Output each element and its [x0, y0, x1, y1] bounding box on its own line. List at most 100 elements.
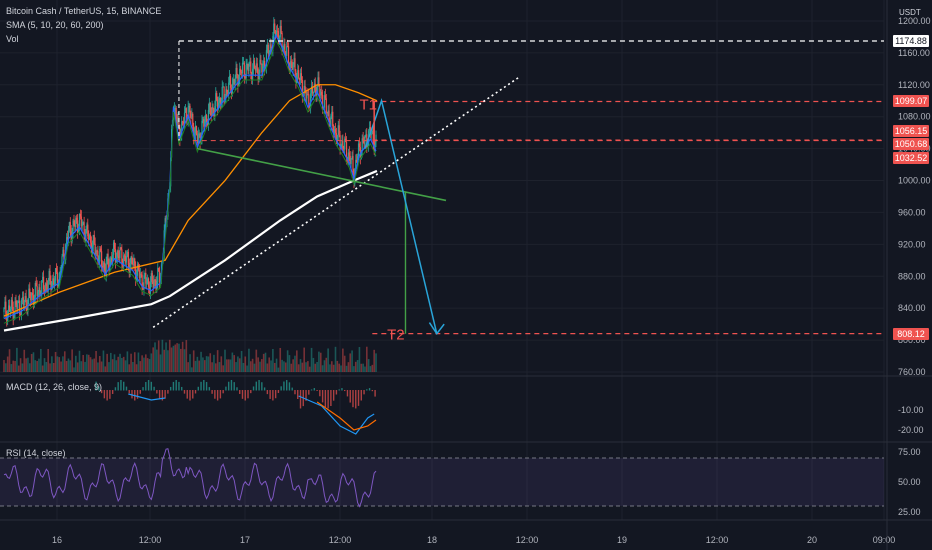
- candle-body: [250, 61, 252, 73]
- candle-body: [200, 137, 202, 144]
- volume-bar: [30, 353, 33, 372]
- volume-bar: [259, 361, 261, 372]
- macd-histogram-bar: [324, 390, 327, 408]
- candle-body: [320, 91, 322, 96]
- candle-body: [16, 304, 18, 309]
- candle-body: [174, 107, 176, 109]
- candle-body: [253, 60, 256, 69]
- candle-body: [238, 79, 240, 87]
- candle-body: [279, 25, 281, 38]
- candle-body: [8, 305, 10, 312]
- macd-histogram-bar: [321, 390, 324, 403]
- candle-body: [25, 296, 27, 306]
- candle-body: [300, 73, 303, 80]
- macd-histogram-bar: [197, 386, 199, 391]
- volume-bar: [172, 345, 175, 372]
- candle-body: [327, 110, 329, 114]
- candle-body: [345, 141, 348, 159]
- candle-body: [291, 62, 293, 70]
- candle-body: [242, 62, 245, 64]
- macd-histogram-bar: [156, 390, 158, 394]
- candle-body: [197, 133, 199, 143]
- candle-body: [289, 61, 291, 70]
- volume-bar: [329, 364, 331, 372]
- y-tick-label: 760.00: [898, 367, 926, 377]
- volume-bar: [323, 360, 326, 372]
- volume-bar: [174, 344, 177, 372]
- candle-body: [86, 224, 88, 229]
- candle-body: [331, 111, 333, 116]
- candle-body: [66, 237, 69, 240]
- candle-body: [334, 129, 337, 133]
- candle-body: [283, 43, 285, 49]
- candle-body: [326, 112, 328, 114]
- candle-body: [31, 292, 33, 301]
- candle-body: [208, 102, 210, 110]
- candle-body: [264, 67, 267, 70]
- projection-arrow: [364, 98, 438, 334]
- candle-body: [155, 280, 157, 290]
- macd-histogram-bar: [346, 390, 349, 397]
- candle-body: [207, 109, 210, 126]
- volume-bar: [115, 360, 118, 372]
- macd-histogram-bar: [128, 390, 130, 394]
- candle-body: [248, 66, 250, 72]
- candle-body: [293, 58, 295, 65]
- candle-body: [102, 262, 105, 268]
- price-tag: 1050.68: [893, 138, 929, 151]
- volume-bar: [63, 351, 66, 372]
- macd-histogram-bar: [261, 382, 263, 391]
- candle-body: [333, 126, 335, 135]
- candle-body: [318, 77, 320, 87]
- volume-bar: [181, 341, 184, 372]
- candle-body: [56, 272, 59, 286]
- candle-body: [276, 30, 279, 32]
- candle-body: [360, 151, 362, 159]
- candle-body: [127, 251, 129, 265]
- volume-bar: [290, 363, 293, 372]
- volume-bar: [336, 360, 339, 372]
- macd-histogram-bar: [192, 390, 194, 399]
- volume-bar: [248, 348, 250, 372]
- candle-body: [356, 159, 358, 163]
- candle-body: [136, 264, 139, 276]
- candle-body: [287, 46, 289, 47]
- macd-histogram-bar: [125, 386, 128, 391]
- volume-bar: [27, 357, 29, 372]
- candle-body: [338, 125, 340, 135]
- candle-body: [285, 51, 287, 56]
- y-tick-label: 1120.00: [898, 80, 930, 90]
- volume-bar: [297, 364, 300, 372]
- candle-body: [227, 91, 229, 95]
- candle-body: [112, 254, 114, 263]
- candle-body: [140, 273, 142, 275]
- candle-body: [295, 70, 297, 84]
- volume-bar: [310, 347, 313, 372]
- volume-bar: [360, 363, 363, 372]
- candle-body: [38, 287, 40, 292]
- candle-body: [347, 152, 349, 161]
- candle-body: [145, 272, 147, 284]
- macd-histogram-bar: [111, 390, 114, 394]
- candle-body: [62, 249, 64, 257]
- candle-body: [8, 305, 11, 312]
- candle-body: [46, 286, 48, 292]
- macd-histogram-bar: [335, 390, 338, 395]
- candle-body: [216, 93, 218, 100]
- candle-body: [375, 134, 377, 142]
- volume-bar: [362, 363, 364, 372]
- volume-bar: [78, 350, 81, 372]
- candle-body: [83, 222, 85, 236]
- macd-histogram-bar: [239, 390, 241, 394]
- macd-histogram-bar: [285, 380, 288, 391]
- volume-bar: [100, 361, 103, 372]
- candle-body: [81, 223, 83, 227]
- candle-body: [11, 299, 13, 307]
- candle-body: [217, 102, 220, 109]
- macd-histogram-bar: [305, 390, 307, 401]
- candle-body: [14, 301, 16, 314]
- macd-histogram-bar: [297, 390, 299, 400]
- candle-body: [149, 282, 152, 294]
